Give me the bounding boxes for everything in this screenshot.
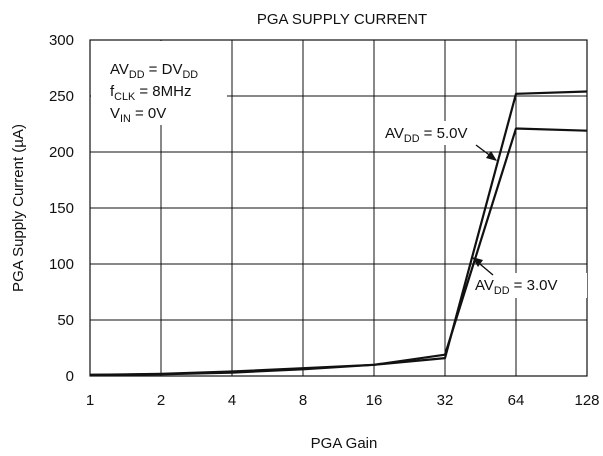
series-label-1: AVDD = 5.0V bbox=[385, 125, 467, 145]
x-tick-label: 1 bbox=[86, 392, 94, 409]
series-label-bg bbox=[382, 121, 499, 145]
series-lines bbox=[89, 90, 588, 376]
x-tick-label: 32 bbox=[437, 392, 454, 409]
chart-title: PGA SUPPLY CURRENT bbox=[257, 11, 427, 28]
series-line-2 bbox=[89, 127, 588, 376]
x-tick-label: 8 bbox=[299, 392, 307, 409]
y-tick-label: 50 bbox=[57, 312, 74, 329]
y-tick-label: 150 bbox=[49, 200, 74, 217]
series-line-1 bbox=[89, 90, 588, 376]
condition-line: VIN = 0V bbox=[110, 105, 166, 125]
y-tick-label: 200 bbox=[49, 144, 74, 161]
x-tick-label: 16 bbox=[366, 392, 383, 409]
y-tick-label: 300 bbox=[49, 32, 74, 49]
condition-line: fCLK = 8MHz bbox=[110, 83, 191, 103]
plot-frame bbox=[89, 39, 588, 377]
condition-line: AVDD = DVDD bbox=[110, 61, 198, 81]
series-label-bg bbox=[472, 273, 587, 298]
y-tick-label: 100 bbox=[49, 256, 74, 273]
x-tick-label: 64 bbox=[508, 392, 525, 409]
y-axis-label: PGA Supply Current (µA) bbox=[10, 124, 27, 292]
conditions-bg bbox=[91, 41, 227, 125]
x-tick-labels: 1 2 4 8 16 32 64 128 bbox=[86, 392, 600, 409]
y-tick-labels: 0 50 100 150 200 250 300 bbox=[49, 32, 74, 385]
y-tick-label: 0 bbox=[66, 368, 74, 385]
series-annotations: AVDD = 5.0V AVDD = 3.0V bbox=[382, 121, 587, 298]
series-label-2: AVDD = 3.0V bbox=[475, 277, 557, 297]
series-arrow-head-2 bbox=[472, 257, 483, 267]
x-tick-label: 4 bbox=[228, 392, 236, 409]
y-tick-label: 250 bbox=[49, 88, 74, 105]
x-tick-label: 128 bbox=[574, 392, 599, 409]
x-axis-label: PGA Gain bbox=[311, 435, 378, 452]
series-arrow-head-1 bbox=[486, 151, 497, 161]
x-tick-label: 2 bbox=[157, 392, 165, 409]
